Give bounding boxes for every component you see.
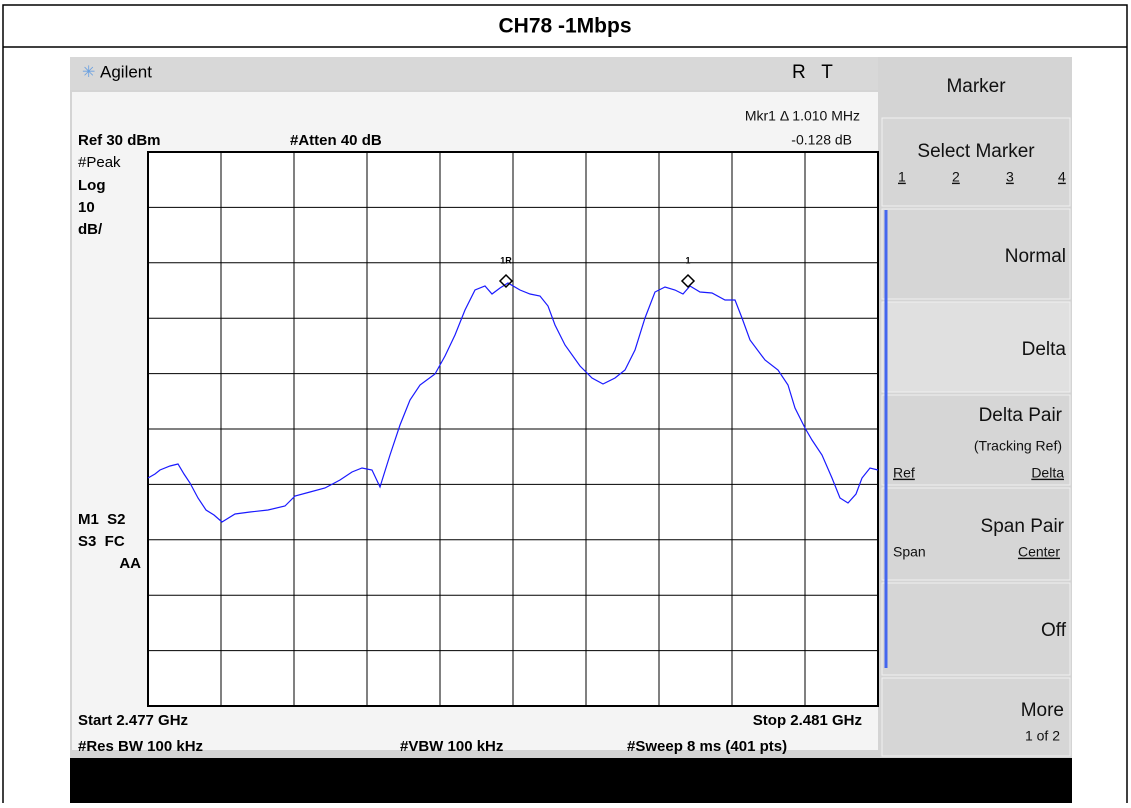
softkey-sub: (Tracking Ref) xyxy=(974,438,1062,454)
softkey-option: 2 xyxy=(952,169,960,185)
softkey-option: 3 xyxy=(1006,169,1014,185)
trace xyxy=(147,282,879,523)
marker-diamond xyxy=(498,273,696,289)
softkey-label: Off xyxy=(1041,620,1067,641)
grid xyxy=(148,152,878,706)
softkey-title: Marker xyxy=(946,76,1006,97)
marker-label: 1 xyxy=(685,255,690,265)
brand: Agilent xyxy=(100,62,152,81)
softkey-option: Span xyxy=(893,544,926,560)
softkey-option: 4 xyxy=(1058,169,1066,185)
softkey[interactable] xyxy=(881,117,1071,207)
left-label: dB/ xyxy=(78,221,103,238)
marker-delta: -0.128 dB xyxy=(791,132,852,148)
softkey[interactable] xyxy=(881,208,1071,300)
softkey-title-bg xyxy=(880,59,1072,115)
vbw: #VBW 100 kHz xyxy=(400,738,503,755)
left-label: AA xyxy=(119,555,141,572)
softkey-label: More xyxy=(1021,700,1064,721)
stop-freq: Stop 2.481 GHz xyxy=(753,712,862,729)
left-label: 10 xyxy=(78,199,95,216)
softkey-option: Ref xyxy=(893,465,915,481)
softkey-label: Normal xyxy=(1005,246,1066,267)
status-bar xyxy=(70,758,1072,803)
left-labels: #Peak Log 10 dB/M1 S2 S3 FC AA xyxy=(78,154,141,572)
header-bar xyxy=(70,57,878,90)
softkey[interactable] xyxy=(881,487,1071,581)
title: CH78 -1Mbps xyxy=(498,15,631,38)
left-label: Log xyxy=(78,177,106,194)
softkey[interactable] xyxy=(881,677,1071,757)
softkeys: Marker Select Marker 1 2 3 4 Normal Delt… xyxy=(880,59,1072,757)
softkey-option: 1 xyxy=(898,169,906,185)
marker-readout: Mkr1 Δ 1.010 MHz xyxy=(745,108,860,124)
softkey-label: Span Pair xyxy=(981,516,1065,537)
softkey[interactable] xyxy=(881,301,1071,393)
left-label: #Peak xyxy=(78,154,121,171)
marker-label: 1R xyxy=(500,255,512,265)
softkey[interactable] xyxy=(881,582,1071,676)
softkey-sub: 1 of 2 xyxy=(1025,728,1060,744)
softkey-label: Delta Pair xyxy=(979,405,1063,426)
attenuation: #Atten 40 dB xyxy=(290,132,382,149)
start-freq: Start 2.477 GHz xyxy=(78,712,188,729)
softkey[interactable] xyxy=(881,394,1071,486)
res-bw: #Res BW 100 kHz xyxy=(78,738,203,755)
softkey-label: Delta xyxy=(1022,339,1067,360)
softkey-option: Center xyxy=(1018,544,1060,560)
logo: ✳ xyxy=(82,64,95,81)
status: R T xyxy=(792,62,833,83)
left-label: M1 S2 xyxy=(78,511,126,528)
softkey-label: Select Marker xyxy=(917,141,1035,162)
ref-level: Ref 30 dBm xyxy=(78,132,161,149)
softkey-option: Delta xyxy=(1031,465,1064,481)
sweep: #Sweep 8 ms (401 pts) xyxy=(627,738,787,755)
left-label: S3 FC xyxy=(78,533,125,550)
